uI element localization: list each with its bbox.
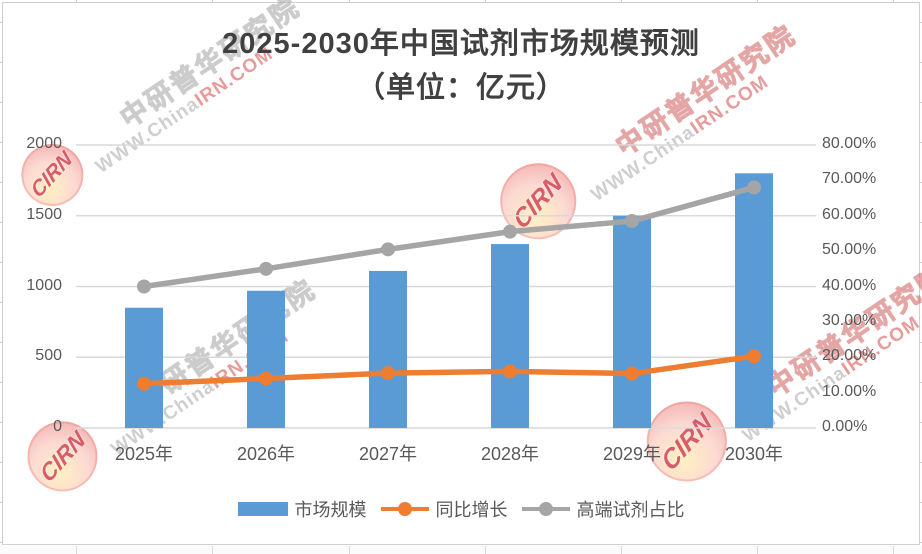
row-gridline-tick bbox=[0, 422, 3, 423]
row-gridline-tick bbox=[919, 502, 922, 503]
legend-label: 市场规模 bbox=[294, 500, 367, 520]
spreadsheet-gridline-strip bbox=[0, 546, 922, 554]
y-axis-label-left: 1500 bbox=[26, 205, 62, 223]
series-marker bbox=[137, 376, 151, 391]
column-gridline bbox=[485, 546, 486, 554]
chart-subtitle: （单位：亿元） bbox=[355, 72, 566, 104]
row-gridline-tick bbox=[919, 462, 922, 463]
bar-2028年 bbox=[491, 244, 529, 428]
series-marker bbox=[259, 371, 273, 386]
row-gridline-tick bbox=[919, 22, 922, 23]
column-gridline bbox=[349, 546, 350, 554]
row-gridline-tick bbox=[919, 102, 922, 103]
legend-swatch-line-orange bbox=[380, 502, 429, 516]
legend-swatch-line-gray bbox=[521, 502, 570, 516]
row-gridline-tick bbox=[919, 342, 922, 343]
series-marker bbox=[503, 364, 517, 379]
y-axis-label-left: 1000 bbox=[26, 276, 62, 294]
row-gridline-tick bbox=[919, 142, 922, 143]
legend-item-yoy-growth: 同比增长 bbox=[380, 496, 508, 522]
row-gridline-tick bbox=[0, 102, 3, 103]
chart-title-block: 2025-2030年中国试剂市场规模预测 （单位：亿元） bbox=[0, 22, 922, 110]
y-axis-label-right: 10.00% bbox=[822, 382, 877, 400]
row-gridline-tick bbox=[0, 62, 3, 63]
y-axis-label-left: 2000 bbox=[26, 135, 62, 152]
row-gridline-tick bbox=[0, 382, 3, 383]
series-marker bbox=[625, 214, 639, 229]
y-axis-label-right: 60.00% bbox=[822, 205, 877, 223]
column-gridline bbox=[621, 546, 622, 554]
row-gridline-tick bbox=[919, 422, 922, 423]
series-marker bbox=[381, 366, 395, 381]
x-axis-label: 2028年 bbox=[480, 444, 540, 464]
series-marker bbox=[625, 366, 639, 381]
chart-legend: 市场规模 同比增长 高端试剂占比 bbox=[0, 496, 922, 522]
column-gridline bbox=[76, 546, 77, 554]
legend-label: 高端试剂占比 bbox=[576, 500, 685, 520]
legend-label: 同比增长 bbox=[435, 500, 508, 520]
y-axis-label-right: 40.00% bbox=[822, 276, 877, 294]
bar-2027年 bbox=[369, 270, 407, 428]
legend-swatch-bar bbox=[237, 502, 288, 516]
bar-2025年 bbox=[125, 307, 163, 428]
row-gridline-tick bbox=[485, 0, 486, 3]
row-gridline-tick bbox=[349, 0, 350, 3]
row-gridline-tick bbox=[919, 222, 922, 223]
legend-dot-icon bbox=[397, 502, 412, 516]
row-gridline-tick bbox=[0, 302, 3, 303]
row-gridline-tick bbox=[0, 142, 3, 143]
y-axis-label-left: 0 bbox=[53, 418, 62, 435]
legend-item-highend-share: 高端试剂占比 bbox=[521, 496, 685, 522]
y-axis-label-right: 30.00% bbox=[822, 311, 877, 329]
row-gridline-tick bbox=[0, 462, 3, 463]
row-gridline-tick bbox=[212, 0, 213, 3]
y-axis-label-right: 20.00% bbox=[822, 347, 877, 365]
y-axis-label-right: 50.00% bbox=[822, 241, 877, 259]
row-gridline-tick bbox=[0, 262, 3, 263]
row-gridline-tick bbox=[621, 0, 622, 3]
series-marker bbox=[137, 279, 151, 294]
y-axis-label-right: 80.00% bbox=[822, 135, 877, 152]
bar-2029年 bbox=[613, 215, 651, 428]
row-gridline-tick bbox=[76, 0, 77, 3]
series-marker bbox=[747, 349, 761, 364]
legend-dot-icon bbox=[538, 502, 553, 516]
row-gridline-tick bbox=[919, 542, 922, 543]
row-gridline-tick bbox=[919, 382, 922, 383]
row-gridline-tick bbox=[0, 182, 3, 183]
column-gridline bbox=[212, 546, 213, 554]
x-axis-label: 2027年 bbox=[358, 444, 418, 464]
y-axis-label-right: 0.00% bbox=[822, 418, 868, 435]
row-gridline-tick bbox=[0, 542, 3, 543]
row-gridline-tick bbox=[0, 502, 3, 503]
series-marker bbox=[381, 242, 395, 257]
bar-2026年 bbox=[247, 290, 285, 428]
row-gridline-tick bbox=[757, 0, 758, 3]
series-marker bbox=[259, 261, 273, 276]
row-gridline-tick bbox=[0, 222, 3, 223]
bar-2030年 bbox=[735, 173, 773, 428]
row-gridline-tick bbox=[919, 302, 922, 303]
row-gridline-tick bbox=[919, 62, 922, 63]
x-axis-label: 2026年 bbox=[236, 444, 296, 464]
series-line-同比增长 bbox=[141, 353, 757, 387]
row-gridline-tick bbox=[893, 0, 894, 3]
x-axis-label: 2029年 bbox=[602, 444, 662, 464]
series-line-高端试剂占比 bbox=[141, 184, 757, 290]
column-gridline bbox=[893, 546, 894, 554]
x-axis-label: 2030年 bbox=[724, 444, 784, 464]
row-gridline-tick bbox=[919, 182, 922, 183]
chart-title: 2025-2030年中国试剂市场规模预测 bbox=[222, 28, 700, 60]
row-gridline-tick bbox=[0, 342, 3, 343]
x-axis-label: 2025年 bbox=[114, 444, 174, 464]
series-marker bbox=[503, 224, 517, 239]
y-axis-label-left: 500 bbox=[35, 347, 62, 365]
y-axis-label-right: 70.00% bbox=[822, 170, 877, 188]
column-gridline bbox=[757, 546, 758, 554]
row-gridline-tick bbox=[0, 22, 3, 23]
row-gridline-tick bbox=[919, 262, 922, 263]
legend-item-market-size: 市场规模 bbox=[237, 496, 367, 522]
series-marker bbox=[747, 180, 761, 195]
